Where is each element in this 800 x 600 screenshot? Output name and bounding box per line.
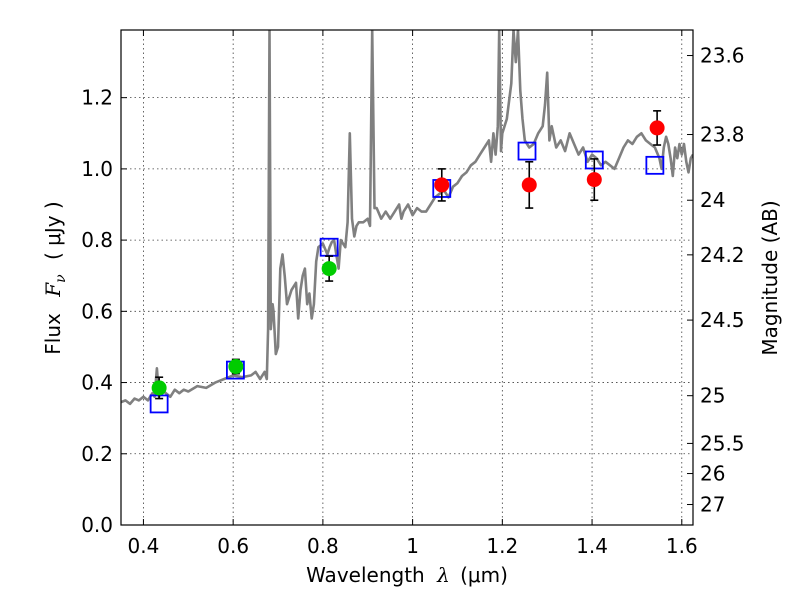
y-tick-label: 1.0 [81,157,113,181]
y2-tick-label: 26 [700,462,725,486]
photometry-point [586,172,602,188]
y-tick-label: 0.0 [81,513,113,537]
x-tick-label: 0.8 [307,534,339,558]
spectrum-line [121,30,693,406]
y-tick-label: 0.2 [81,442,113,466]
x-tick-label: 0.4 [128,534,160,558]
photometry-point [151,380,167,396]
y2-tick-label: 23.8 [700,123,745,147]
photometry-point [321,261,337,277]
photometry-point [434,177,450,193]
model-flux-square [517,141,537,161]
y-axis-title: Flux Fν ( μJy ) [41,201,70,354]
x-tick-label: 1.6 [666,534,698,558]
x-tick-label: 0.6 [217,534,249,558]
y-tick-label: 0.8 [81,228,113,252]
model-flux-square [645,155,665,175]
y2-tick-label: 25.5 [700,431,745,455]
y2-tick-label: 24.5 [700,308,745,332]
y2-tick-label: 24 [700,188,725,212]
markers [149,110,665,414]
plot-frame [120,29,694,526]
photometry-point [228,359,244,375]
x-axis-title: Wavelength λ (μm) [306,563,508,587]
y2-tick-label: 27 [700,493,725,517]
x-tick-label: 1.2 [486,534,518,558]
x-tick-label: 1 [406,534,419,558]
photometry-point [521,177,537,193]
x-tick-label: 1.4 [576,534,608,558]
y-tick-label: 1.2 [81,86,113,110]
y-tick-label: 0.6 [81,299,113,323]
grid [121,30,693,525]
y2-tick-label: 23.6 [700,44,745,68]
y2-tick-label: 24.2 [700,243,745,267]
plot-area [121,30,693,406]
y2-axis-title: Magnitude (AB) [758,200,782,355]
photometry-point [649,120,665,136]
y-tick-label: 0.4 [81,371,113,395]
axes: 0.4 0.6 0.8 1 1.2 1.4 1.6 0.0 0.2 0.4 0.6 0.8 1.0 1.2… [81,30,745,558]
y2-tick-label: 25 [700,384,725,408]
